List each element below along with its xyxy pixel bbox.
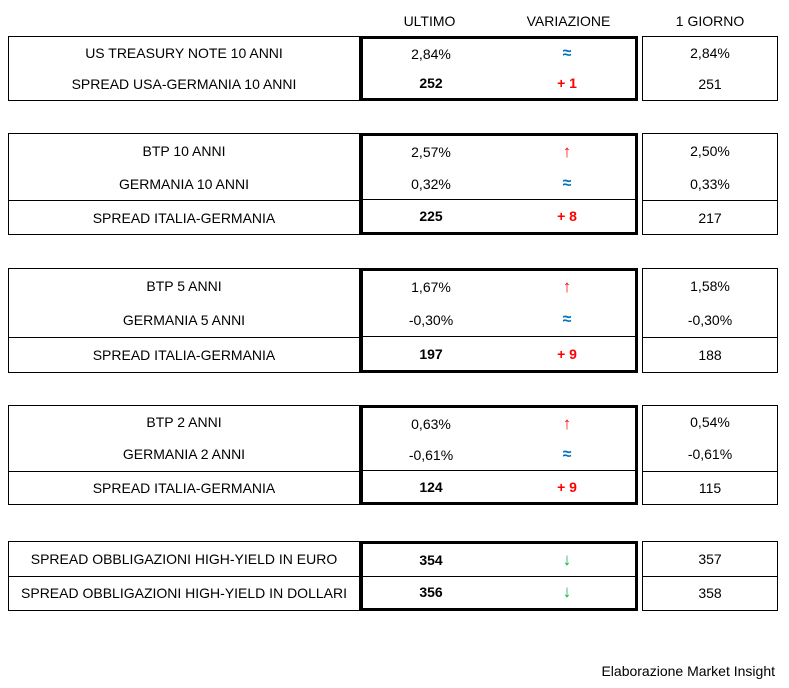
- variazione-flat-symbol: ≈: [562, 445, 572, 463]
- giorno-cell: 0,54%: [690, 414, 730, 431]
- table-high-yield-spreads: SPREAD OBBLIGAZIONI HIGH-YIELD IN EURO S…: [8, 541, 778, 611]
- ultimo-cell: 2,57%: [411, 143, 451, 160]
- header-1-giorno: 1 GIORNO: [675, 13, 745, 29]
- giorno-cell-spread: 217: [643, 200, 777, 234]
- variazione-flat-symbol: ≈: [562, 44, 572, 62]
- header-ultimo: ULTIMO: [403, 13, 456, 29]
- value-row-spread: 124 + 9: [363, 470, 635, 502]
- value-row-spread: 225 + 8: [363, 199, 635, 232]
- label-cell-spread: SPREAD ITALIA-GERMANIA: [9, 470, 359, 504]
- giorno-cell: 1,58%: [690, 278, 730, 294]
- table-btp-5-anni: BTP 5 ANNI GERMANIA 5 ANNI SPREAD ITALIA…: [8, 268, 778, 373]
- giorno-column: 2,84% 251: [642, 36, 778, 101]
- ultimo-cell: 225: [419, 208, 443, 225]
- label-column: BTP 5 ANNI GERMANIA 5 ANNI SPREAD ITALIA…: [8, 268, 360, 373]
- value-row: 0,32% ≈: [363, 168, 635, 200]
- variazione-down-arrow: ↓: [562, 549, 572, 569]
- label-cell: GERMANIA 10 ANNI: [119, 175, 249, 192]
- label-cell: BTP 2 ANNI: [146, 414, 222, 431]
- label-column: BTP 10 ANNI GERMANIA 10 ANNI SPREAD ITAL…: [8, 133, 360, 235]
- value-row: -0,61% ≈: [363, 439, 635, 470]
- ultimo-cell: -0,61%: [408, 446, 454, 463]
- ultimo-variazione-box: 354 ↓ 356 ↓: [360, 541, 638, 611]
- ultimo-cell: -0,30%: [408, 312, 454, 328]
- value-row: 0,63% ↑: [363, 408, 635, 439]
- label-cell: SPREAD OBBLIGAZIONI HIGH-YIELD IN DOLLAR…: [9, 575, 359, 611]
- label-cell: BTP 10 ANNI: [142, 142, 226, 159]
- ultimo-cell: 0,63%: [411, 415, 451, 432]
- giorno-column: 357 358: [642, 541, 778, 611]
- variazione-up-arrow: ↑: [562, 413, 572, 433]
- ultimo-cell: 1,67%: [411, 279, 451, 296]
- label-cell: SPREAD USA-GERMANIA 10 ANNI: [71, 76, 297, 93]
- label-cell: US TREASURY NOTE 10 ANNI: [85, 44, 283, 61]
- column-header-row: ULTIMO VARIAZIONE 1 GIORNO: [8, 8, 789, 34]
- ultimo-cell: 252: [419, 75, 443, 92]
- variazione-delta: + 9: [557, 478, 577, 495]
- variazione-delta: + 1: [557, 75, 577, 92]
- value-row: 356 ↓: [363, 575, 635, 609]
- giorno-cell-spread: 115: [643, 470, 777, 504]
- giorno-cell: 358: [643, 575, 777, 611]
- ultimo-variazione-box: 1,67% ↑ -0,30% ≈ 197 + 9: [360, 268, 638, 373]
- giorno-cell: 0,33%: [690, 175, 730, 192]
- label-cell-spread: SPREAD ITALIA-GERMANIA: [9, 337, 359, 372]
- label-cell: GERMANIA 5 ANNI: [122, 312, 246, 328]
- giorno-column: 2,50% 0,33% 217: [642, 133, 778, 235]
- table-btp-10-anni: BTP 10 ANNI GERMANIA 10 ANNI SPREAD ITAL…: [8, 133, 778, 235]
- label-cell: SPREAD OBBLIGAZIONI HIGH-YIELD IN EURO: [30, 550, 338, 567]
- ultimo-cell: 197: [419, 345, 443, 362]
- value-row: 2,84% ≈: [363, 39, 635, 69]
- ultimo-cell: 356: [419, 584, 443, 601]
- label-cell: BTP 5 ANNI: [146, 278, 222, 294]
- value-row-spread: 197 + 9: [363, 336, 635, 370]
- variazione-delta: + 8: [557, 208, 577, 225]
- variazione-down-arrow: ↓: [562, 582, 572, 602]
- giorno-cell: 251: [698, 76, 722, 93]
- ultimo-variazione-box: 2,57% ↑ 0,32% ≈ 225 + 8: [360, 133, 638, 235]
- ultimo-cell: 2,84%: [411, 45, 451, 62]
- source-credit: Elaborazione Market Insight: [601, 663, 775, 679]
- header-variazione: VARIAZIONE: [526, 13, 611, 29]
- variazione-flat-symbol: ≈: [562, 311, 572, 328]
- bond-report-root: ULTIMO VARIAZIONE 1 GIORNO US TREASURY N…: [0, 8, 789, 688]
- ultimo-variazione-box: 0,63% ↑ -0,61% ≈ 124 + 9: [360, 405, 638, 505]
- ultimo-cell: 354: [419, 551, 443, 568]
- variazione-up-arrow: ↑: [562, 141, 572, 161]
- giorno-cell-spread: 188: [643, 337, 777, 372]
- label-column: US TREASURY NOTE 10 ANNI SPREAD USA-GERM…: [8, 36, 360, 101]
- giorno-cell: -0,61%: [687, 446, 733, 463]
- giorno-cell: 357: [698, 550, 722, 567]
- value-row: 354 ↓: [363, 544, 635, 576]
- giorno-column: 1,58% -0,30% 188: [642, 268, 778, 373]
- value-row: -0,30% ≈: [363, 304, 635, 337]
- table-btp-2-anni: BTP 2 ANNI GERMANIA 2 ANNI SPREAD ITALIA…: [8, 405, 778, 505]
- ultimo-cell: 124: [419, 478, 443, 495]
- variazione-flat-symbol: ≈: [562, 174, 572, 192]
- value-row: 252 + 1: [363, 69, 635, 99]
- giorno-cell: 2,84%: [690, 44, 730, 61]
- value-row: 1,67% ↑: [363, 271, 635, 304]
- variazione-delta: + 9: [557, 345, 577, 362]
- table-us-treasury-10-anni: US TREASURY NOTE 10 ANNI SPREAD USA-GERM…: [8, 36, 778, 101]
- giorno-cell: -0,30%: [687, 312, 733, 328]
- label-cell-spread: SPREAD ITALIA-GERMANIA: [9, 200, 359, 234]
- giorno-cell: 2,50%: [690, 142, 730, 159]
- label-column: SPREAD OBBLIGAZIONI HIGH-YIELD IN EURO S…: [8, 541, 360, 611]
- value-row: 2,57% ↑: [363, 136, 635, 168]
- ultimo-cell: 0,32%: [411, 175, 451, 192]
- variazione-up-arrow: ↑: [562, 277, 572, 297]
- label-cell: GERMANIA 2 ANNI: [122, 446, 246, 463]
- label-column: BTP 2 ANNI GERMANIA 2 ANNI SPREAD ITALIA…: [8, 405, 360, 505]
- giorno-column: 0,54% -0,61% 115: [642, 405, 778, 505]
- ultimo-variazione-box: 2,84% ≈ 252 + 1: [360, 36, 638, 101]
